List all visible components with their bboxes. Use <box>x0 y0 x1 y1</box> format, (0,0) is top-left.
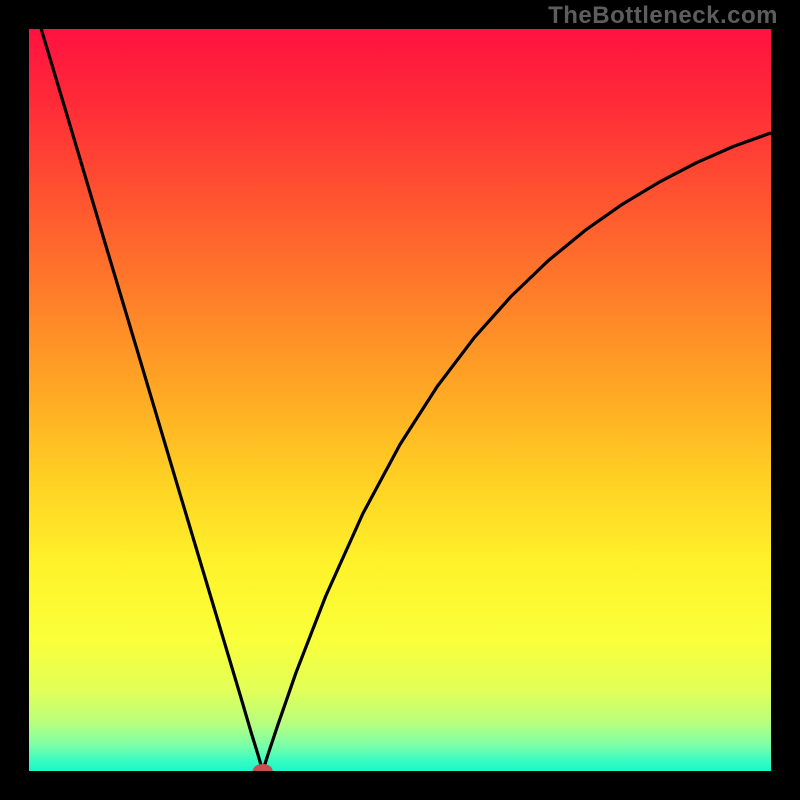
plot-area <box>29 29 771 771</box>
gradient-background <box>29 29 771 771</box>
chart-frame: TheBottleneck.com <box>0 0 800 800</box>
plot-svg <box>29 29 771 771</box>
watermark-text: TheBottleneck.com <box>548 2 778 30</box>
